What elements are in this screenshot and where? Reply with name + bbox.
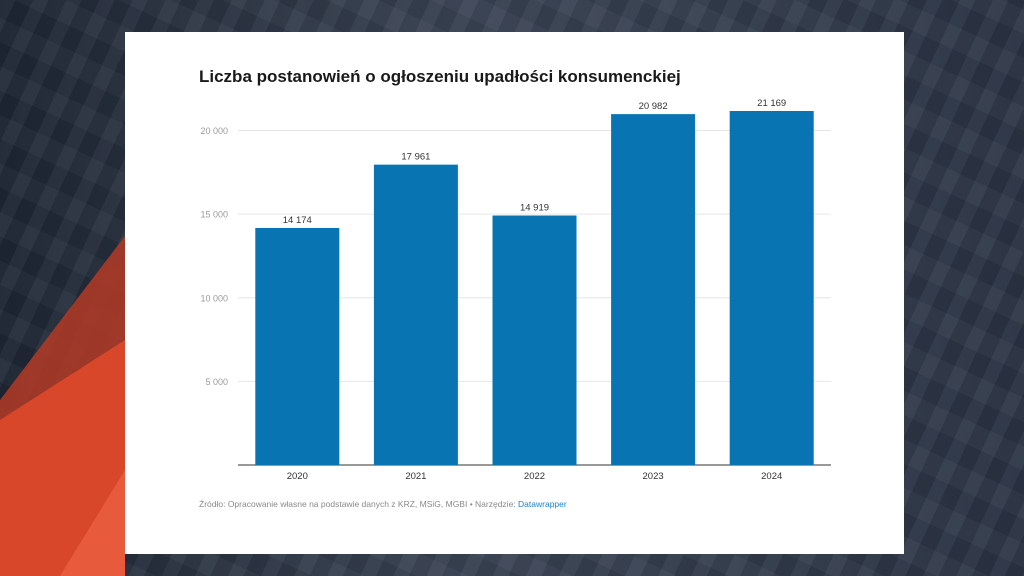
x-tick-label: 2021 <box>405 471 426 482</box>
value-label: 20 982 <box>639 101 668 112</box>
value-label: 14 919 <box>520 203 549 214</box>
x-tick-label: 2023 <box>643 471 664 482</box>
y-tick-label: 15 000 <box>200 210 228 220</box>
y-tick-label: 5 000 <box>205 377 228 387</box>
y-tick-label: 20 000 <box>200 126 228 136</box>
bar-2023 <box>611 114 696 465</box>
source-tool-link[interactable]: Datawrapper <box>518 499 567 509</box>
value-label: 14 174 <box>283 215 312 226</box>
source-text: Źródło: Opracowanie własne na podstawie … <box>199 499 516 509</box>
bar-2022 <box>492 215 577 465</box>
bar-2021 <box>373 164 458 465</box>
x-tick-label: 2024 <box>761 471 782 482</box>
bar-2020 <box>255 227 340 465</box>
x-tick-label: 2020 <box>287 471 308 482</box>
bars <box>255 111 814 465</box>
value-label: 17 961 <box>401 152 430 163</box>
source-note: Źródło: Opracowanie własne na podstawie … <box>199 499 567 509</box>
red-triangle-front <box>0 340 125 576</box>
y-tick-label: 10 000 <box>200 293 228 303</box>
x-tick-label: 2022 <box>524 471 545 482</box>
chart-card: Liczba postanowień o ogłoszeniu upadłośc… <box>125 32 904 554</box>
labels: 5 000 10 000 15 000 20 000 14 174 2020 17 961 2… <box>200 98 786 482</box>
red-triangle-accent <box>60 470 125 576</box>
bar-2024 <box>729 111 814 465</box>
bar-chart: 5 000 10 000 15 000 20 000 14 174 2020 17 961 2… <box>200 98 831 482</box>
chart-title: Liczba postanowień o ogłoszeniu upadłośc… <box>199 67 681 86</box>
value-label: 21 169 <box>757 98 786 109</box>
